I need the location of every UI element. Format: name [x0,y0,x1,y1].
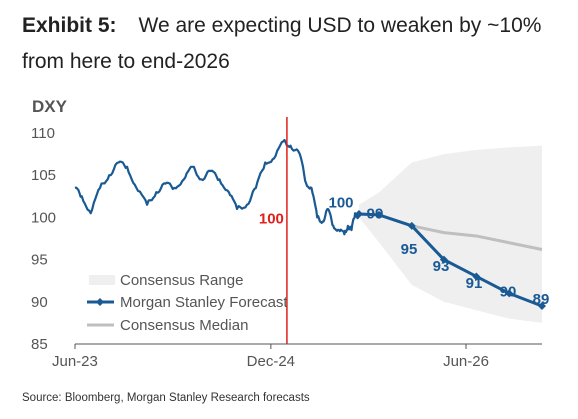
chart-title: Exhibit 5: We are expecting USD to weaken… [22,8,572,80]
x-tick-label: Jun-23 [52,353,98,370]
ms-forecast-label: 99 [367,206,384,223]
legend-label-median: Consensus Median [120,317,248,334]
exhibit-number: Exhibit 5: [22,14,117,37]
ms-forecast-point [538,302,546,311]
legend-label-range: Consensus Range [120,272,243,289]
dxy-history-line [74,138,360,236]
spot-value-label: 100 [259,210,284,227]
legend-swatch-range [89,275,115,285]
ms-forecast-point [407,221,416,230]
y-tick-label: 85 [31,336,48,353]
source-note: Source: Bloomberg, Morgan Stanley Resear… [22,392,310,404]
y-tick-label: 90 [31,294,48,311]
ms-forecast-point [439,255,448,264]
x-tick-label: Jun-26 [443,353,489,370]
legend-label-ms: Morgan Stanley Forecast [120,294,288,311]
ms-forecast-label: 91 [466,275,483,292]
ms-forecast-line [354,210,546,311]
legend: Consensus Range Morgan Stanley Forecast Co… [87,272,288,334]
title-text: We are expecting USD to weaken by ~10% f… [22,14,542,73]
ms-forecast-point [354,210,363,219]
axes: 85 90 95 100 105 110 Jun-23 Dec-24 Jun-26 DXY [31,97,542,370]
ms-forecast-point [505,289,514,298]
y-tick-label: 105 [31,167,56,184]
ms-forecast-label: 90 [500,283,517,300]
ms-forecast-point [374,210,383,219]
y-axis-label: DXY [32,97,68,116]
ms-forecast-label: 89 [533,291,550,308]
y-tick-label: 110 [31,125,55,142]
ms-forecast-label: 93 [433,258,450,275]
data-labels: 100 100 99 95 93 91 90 89 [259,195,549,308]
history-path [74,138,360,236]
x-tick-label: Dec-24 [247,353,295,370]
y-tick-label: 95 [31,252,48,269]
ms-forecast-label: 100 [328,195,353,212]
ms-forecast-point [472,272,481,281]
legend-swatch-ms-marker [96,298,104,306]
ms-forecast-label: 95 [401,241,418,258]
y-tick-label: 100 [31,209,56,226]
